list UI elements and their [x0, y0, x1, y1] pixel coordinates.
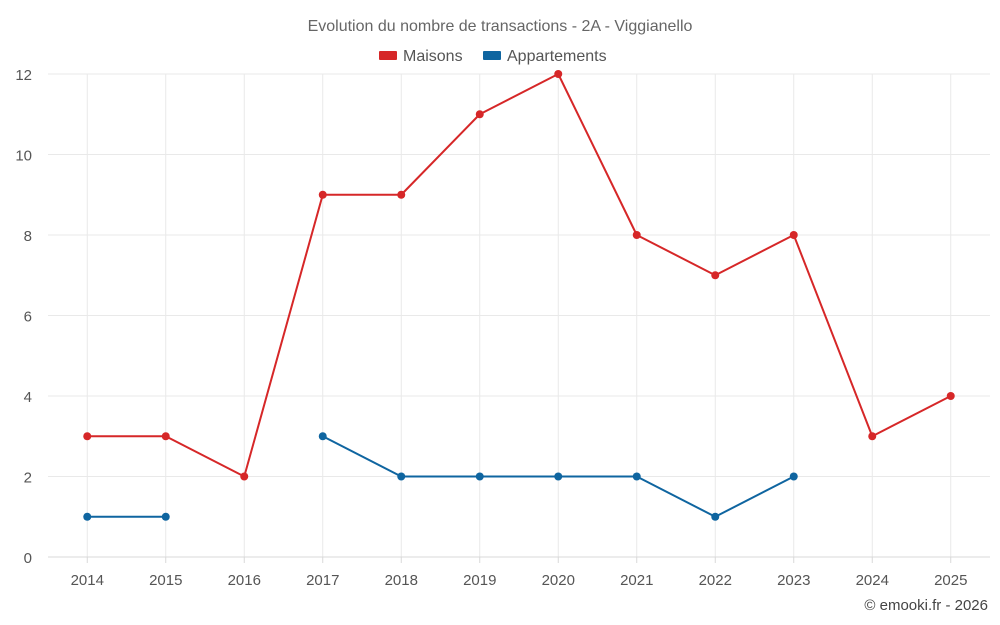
x-tick-label-2021: 2021: [620, 572, 653, 589]
chart-title: Evolution du nombre de transactions - 2A…: [308, 18, 693, 35]
y-tick-label-4: 4: [24, 389, 32, 406]
x-axis-ticks: 2014 2015 2016 2017 2018 2019 2020 2021 2022 2023…: [71, 557, 967, 589]
data-point-maisons-2015[interactable]: [161, 432, 170, 441]
data-point-maisons-2020[interactable]: [554, 70, 563, 78]
y-tick-label-6: 6: [24, 309, 32, 326]
data-point-maisons-2023[interactable]: [789, 231, 798, 239]
data-point-appartements-2018[interactable]: [397, 472, 406, 481]
x-tick-label-2016: 2016: [228, 572, 261, 589]
y-tick-label-10: 10: [15, 148, 32, 165]
data-point-maisons-2018[interactable]: [397, 190, 406, 199]
x-tick-label-2018: 2018: [385, 572, 418, 589]
y-tick-label-12: 12: [15, 67, 32, 84]
y-tick-label-0: 0: [24, 550, 32, 567]
data-point-maisons-2025[interactable]: [946, 392, 955, 400]
data-point-appartements-2022[interactable]: [711, 512, 720, 521]
data-point-appartements-2023[interactable]: [789, 472, 798, 481]
data-point-maisons-2022[interactable]: [711, 271, 720, 280]
data-point-appartements-2021[interactable]: [632, 472, 641, 481]
data-point-appartements-2017[interactable]: [318, 432, 327, 441]
legend-item-appartements[interactable]: Appartements: [483, 48, 607, 65]
series-appartements: [83, 432, 798, 521]
data-point-appartements-2015[interactable]: [161, 512, 170, 521]
data-point-maisons-2024[interactable]: [868, 432, 877, 441]
data-point-maisons-2016[interactable]: [240, 472, 249, 481]
y-tick-label-2: 2: [24, 470, 32, 487]
grid: [48, 73, 990, 557]
y-tick-label-8: 8: [24, 228, 32, 245]
x-tick-label-2015: 2015: [149, 572, 182, 589]
footer-credit: © emooki.fr - 2026: [864, 597, 988, 614]
x-tick-label-2023: 2023: [777, 572, 810, 589]
plot-area: 2014 2015 2016 2017 2018 2019 2020 2021 2022 2023…: [15, 67, 990, 589]
series-line-maisons: [86, 73, 952, 478]
x-tick-label-2022: 2022: [699, 572, 732, 589]
x-tick-label-2014: 2014: [71, 572, 104, 589]
x-tick-label-2017: 2017: [306, 572, 339, 589]
legend-label-maisons: Maisons: [403, 48, 463, 65]
data-point-appartements-2014[interactable]: [83, 512, 92, 521]
legend-label-appartements: Appartements: [507, 48, 607, 65]
legend: Maisons Appartements: [379, 48, 607, 65]
data-point-maisons-2019[interactable]: [475, 110, 484, 119]
data-point-maisons-2021[interactable]: [632, 231, 641, 239]
data-point-maisons-2017[interactable]: [318, 190, 327, 199]
legend-item-maisons[interactable]: Maisons: [379, 48, 463, 65]
y-axis-ticks: 0 2 4 6 8 10 12: [15, 67, 32, 567]
x-tick-label-2025: 2025: [934, 572, 967, 589]
legend-swatch-appartements: [483, 51, 501, 60]
x-tick-label-2020: 2020: [542, 572, 575, 589]
data-point-appartements-2020[interactable]: [554, 472, 563, 481]
data-point-appartements-2019[interactable]: [475, 472, 484, 481]
series-maisons: [83, 70, 955, 481]
legend-swatch-maisons: [379, 51, 397, 60]
x-tick-label-2019: 2019: [463, 572, 496, 589]
x-tick-label-2024: 2024: [856, 572, 889, 589]
data-point-maisons-2014[interactable]: [83, 432, 92, 441]
